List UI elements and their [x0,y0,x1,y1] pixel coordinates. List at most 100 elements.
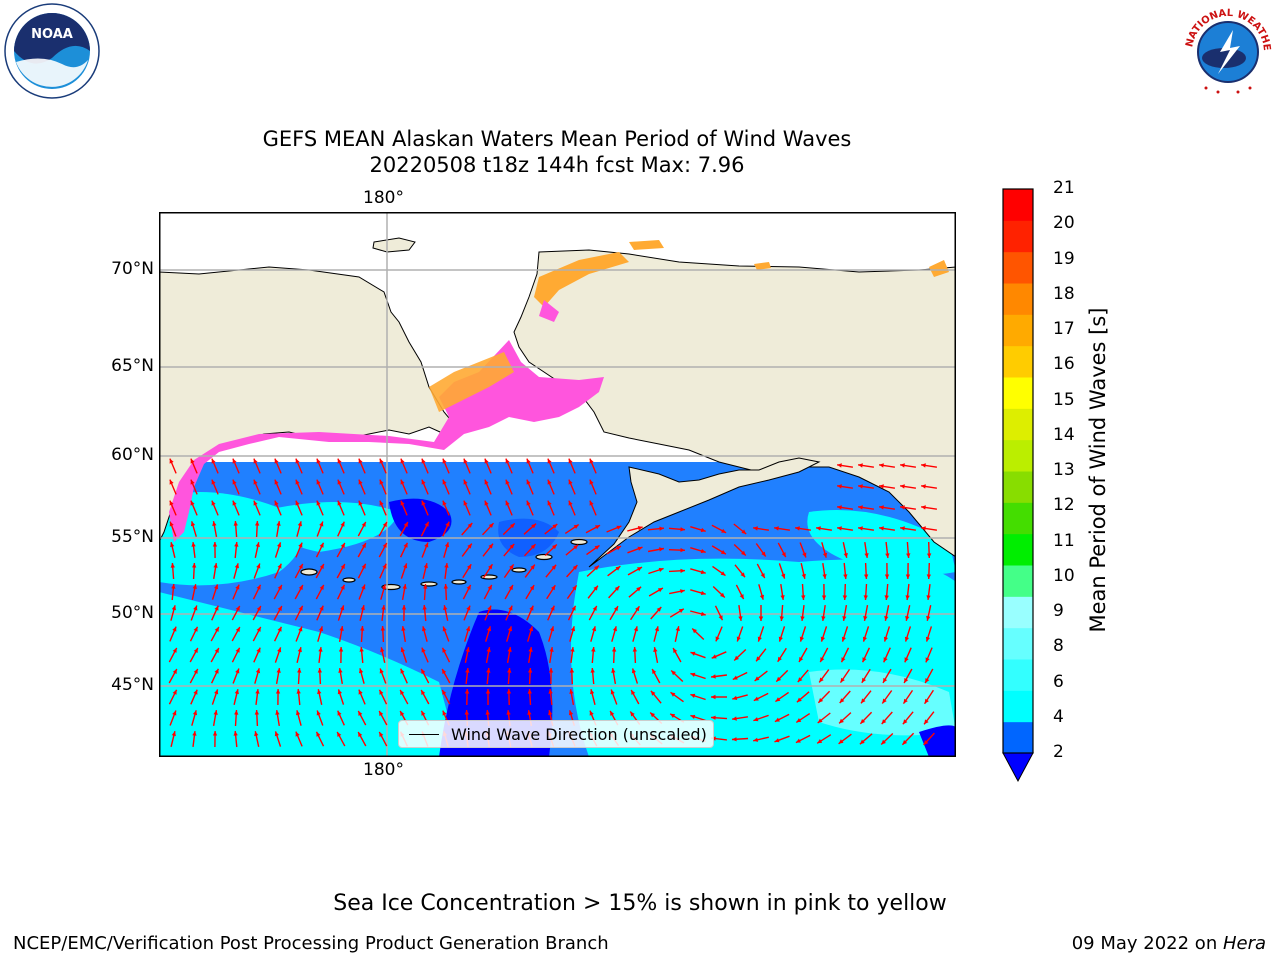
wind-wave-arrowhead [900,505,905,510]
colorbar-cell [1003,565,1033,597]
wind-wave-arrowhead [274,458,279,464]
wind-wave-arrowhead [777,656,782,662]
wind-wave-arrowhead [172,669,177,674]
wind-wave-arrowhead [445,521,450,527]
lon-tick-bottom: 180° [363,760,404,780]
wind-wave-arrowhead [400,711,405,716]
wind-wave-arrowhead [570,626,576,632]
wind-wave-arrowhead [467,564,472,570]
wind-wave-arrowhead [253,500,258,506]
wind-wave-arrowhead [885,553,890,558]
wind-wave-arrowhead [467,543,472,549]
wind-wave-arrowhead [172,710,177,716]
wind-wave-arrowhead [212,521,217,526]
wind-wave-arrowhead [484,500,489,506]
wind-wave-arrowhead [863,616,868,621]
wind-wave-arrowhead [421,710,426,716]
wind-wave-arrowhead [819,677,824,683]
wind-wave-arrowhead [444,542,450,548]
wind-wave-arrowhead [379,479,384,485]
map-legend: Wind Wave Direction (unscaled) [398,720,714,748]
wind-wave-arrowhead [756,656,761,662]
wind-wave-arrowhead [881,739,886,745]
colorbar-cell [1003,627,1033,660]
wind-wave-arrowhead [616,546,621,551]
wind-wave-arrowhead [340,605,345,611]
wind-wave-arrowhead [673,648,678,653]
wind-wave-arrowhead [213,563,218,568]
wind-wave-arrowhead [610,689,615,695]
wind-wave-arrowhead [235,605,240,611]
wind-wave-arrowhead [573,544,579,550]
wind-wave-arrowhead [740,572,745,578]
wind-wave-arrowhead [820,657,825,663]
wind-wave-arrowhead [192,584,197,589]
wind-wave-arrowhead [235,647,240,653]
wind-wave-arrowhead [465,668,470,673]
land-alaska-peninsula [588,457,821,568]
wind-wave-arrowhead [631,668,636,674]
wind-wave-arrowhead [465,626,471,632]
chart-title: GEFS MEAN Alaskan Waters Mean Period of … [262,127,852,151]
wind-wave-arrowhead [547,500,552,506]
wind-wave-arrowhead [861,698,866,704]
wind-wave-arrowhead [235,627,240,632]
wind-wave-arrowhead [843,574,848,579]
wind-wave-arrowhead [358,732,363,737]
wind-wave-arrowhead [484,458,489,464]
wind-wave-arrowhead [296,710,301,716]
wind-wave-arrowhead [319,542,324,548]
wind-wave-arrowhead [568,710,574,716]
wind-wave-arrowhead [548,710,553,716]
wind-wave-arrowhead [822,552,828,558]
colorbar-cell [1003,251,1033,284]
wind-wave-arrowhead [924,698,929,704]
wind-wave-arrowhead [862,657,867,663]
wind-wave-arrowhead [256,563,261,569]
wind-wave-arrowhead [171,731,176,737]
wind-wave-arrowhead [734,655,739,661]
wind-wave-arrowhead [193,668,198,674]
wind-wave-arrowhead [465,647,470,652]
wind-wave-arrowhead [700,527,706,533]
wind-wave-arrowhead [692,628,697,634]
wind-wave-arrowhead [508,605,513,611]
wind-wave-arrowhead [190,458,195,464]
wind-wave-arrowhead [403,522,408,527]
wind-wave-arrowhead [616,525,622,530]
wind-wave-arrowhead [169,479,174,485]
wind-wave-arrowhead [171,605,176,611]
wind-wave-arrowhead [527,689,532,694]
wind-wave-arrowhead [506,710,511,715]
colorbar-cell [1003,471,1033,503]
wind-wave-arrowhead [211,458,216,464]
wind-wave-arrowhead [650,690,656,696]
wind-wave-arrowhead [214,584,219,590]
wind-wave-arrowhead [774,738,780,743]
wind-wave-arrowhead [488,523,494,528]
wind-wave-arrowhead [463,458,468,464]
wind-wave-arrowhead [211,479,216,485]
wind-wave-arrowhead [658,567,664,572]
wind-wave-arrowhead [906,553,911,558]
wind-wave-arrowhead [690,714,696,719]
wind-wave-arrowhead [212,731,218,736]
wind-wave-arrowhead [340,521,345,527]
wind-wave-arrowhead [380,626,385,631]
lon-tick-top: 180° [363,188,404,208]
wind-wave-arrowhead [904,657,909,663]
wind-wave-arrowhead [858,526,863,531]
wind-wave-arrowhead [548,689,553,694]
noaa-logo: NOAA [4,3,100,99]
wind-wave-arrowhead [255,542,260,547]
wind-wave-arrowhead [358,479,363,485]
wind-wave-arrowhead [172,626,177,632]
wind-wave-arrowhead [637,567,642,572]
wind-wave-arrowhead [232,500,237,506]
wind-wave-arrowhead [317,689,322,695]
wind-wave-arrowhead [700,569,706,575]
wind-wave-arrowhead [552,544,557,550]
wind-wave-arrowhead [337,731,342,737]
wind-wave-arrowhead [255,521,260,526]
wind-wave-arrowhead [753,737,759,742]
